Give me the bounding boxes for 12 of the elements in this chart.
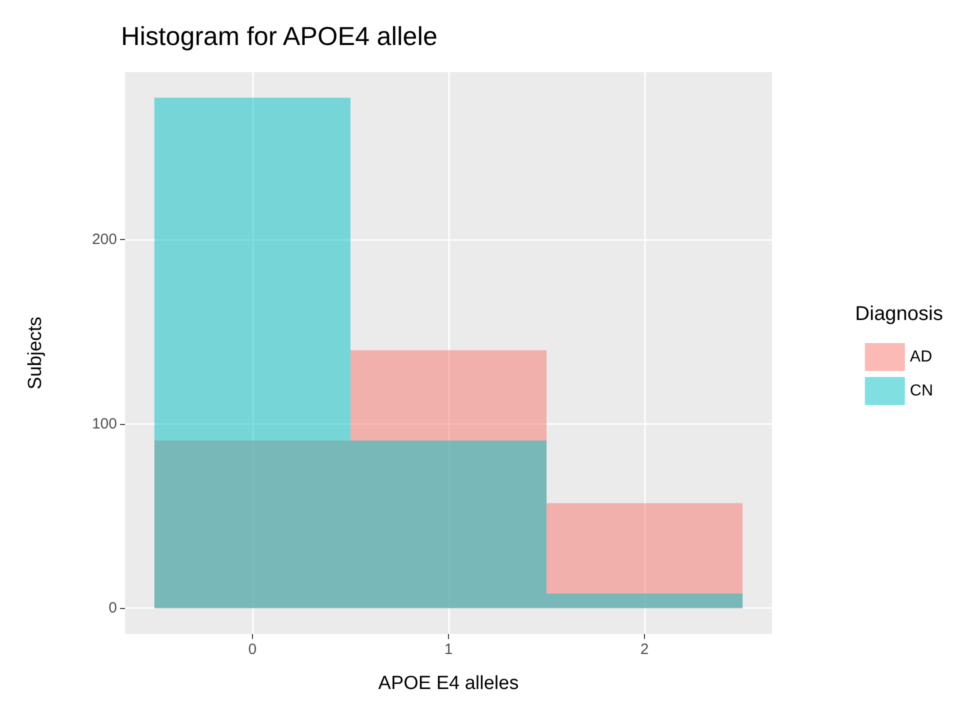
y-axis-title: Subjects bbox=[25, 316, 46, 390]
y-tick-label: 100 bbox=[92, 415, 117, 432]
y-tick-label: 0 bbox=[108, 600, 117, 617]
x-axis-title: APOE E4 alleles bbox=[378, 673, 519, 694]
legend-title: Diagnosis bbox=[855, 303, 944, 325]
y-tick-label: 200 bbox=[92, 231, 117, 248]
legend-label: AD bbox=[910, 348, 932, 366]
x-tick-label: 0 bbox=[248, 641, 257, 658]
x-tick-label: 2 bbox=[640, 641, 649, 658]
chart-title: Histogram for APOE4 allele bbox=[121, 21, 438, 51]
legend-label: CN bbox=[910, 382, 933, 400]
x-tick-label: 1 bbox=[444, 641, 453, 658]
